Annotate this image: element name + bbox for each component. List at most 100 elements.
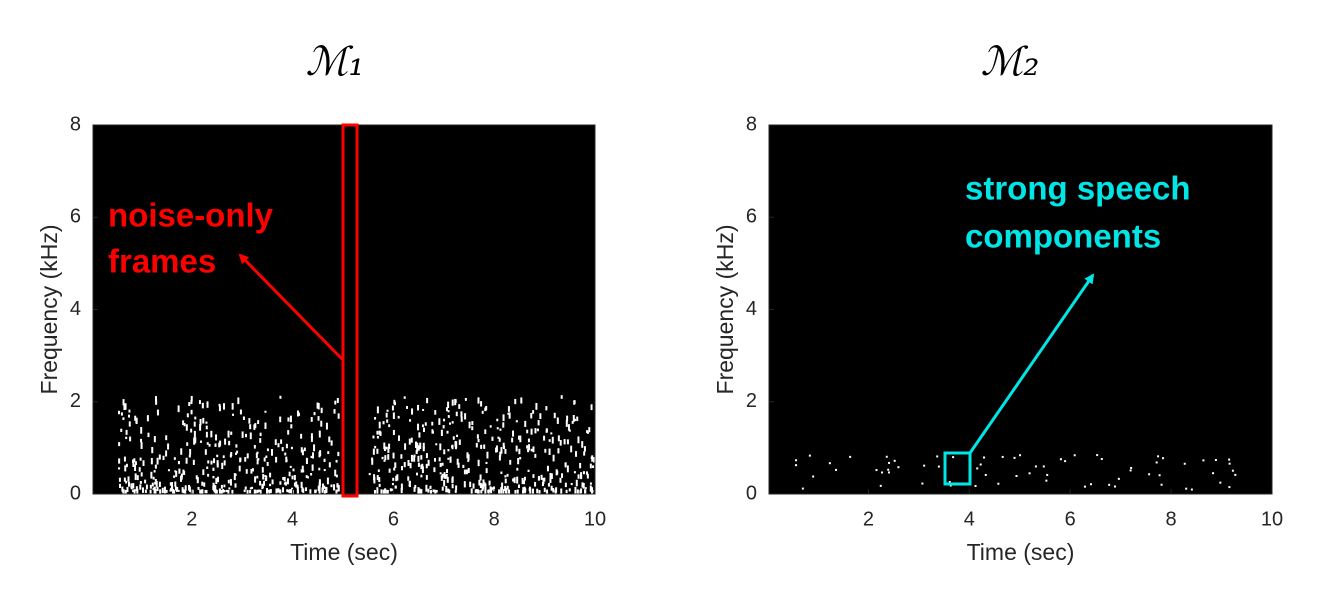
spectrogram-speckle (248, 418, 251, 424)
spectrogram-speckle (534, 481, 537, 487)
y-tick-label: 4 (70, 298, 81, 320)
spectrogram-speckle (409, 419, 412, 422)
spectrogram-speckle (378, 477, 381, 483)
spectrogram-speckle (590, 404, 593, 411)
y-tick-label: 6 (746, 206, 757, 228)
spectrogram-speckle (215, 477, 218, 485)
spectrogram-speckle (384, 489, 387, 495)
spectrogram-speckle (506, 473, 509, 477)
spectrogram-speckle (425, 453, 428, 459)
spectrogram-speckle (134, 461, 137, 466)
spectrogram-speckle (1212, 472, 1215, 475)
spectrogram-speckle (523, 480, 526, 485)
spectrogram-speckle (441, 486, 444, 491)
spectrogram-speckle (303, 447, 306, 452)
spectrogram-speckle (389, 488, 392, 492)
spectrogram-speckle (410, 454, 413, 462)
spectrogram-speckle (151, 482, 154, 487)
spectrogram-speckle (575, 451, 578, 457)
spectrogram-speckle (454, 489, 457, 493)
spectrogram-speckle (571, 420, 574, 424)
spectrogram-speckle (439, 443, 442, 451)
spectrogram-speckle (236, 450, 239, 454)
spectrogram-speckle (532, 446, 535, 453)
spectrogram-speckle (488, 480, 491, 486)
spectrogram-speckle (183, 423, 186, 427)
spectrogram-speckle (336, 483, 339, 488)
highlight-box (341, 123, 359, 498)
spectrogram-speckle (393, 399, 396, 405)
spectrogram-speckle (270, 449, 273, 456)
spectrogram-speckle (506, 485, 509, 490)
spectrogram-speckle (223, 460, 226, 466)
spectrogram-speckle (130, 486, 133, 490)
spectrogram-speckle (234, 473, 237, 477)
spectrogram-speckle (435, 489, 438, 493)
spectrogram-speckle (140, 438, 143, 443)
spectrogram-speckle (228, 440, 231, 446)
spectrogram-speckle (374, 417, 377, 420)
spectrogram-speckle (263, 457, 266, 462)
spectrogram-speckle (421, 424, 424, 428)
spectrogram-speckle (138, 467, 141, 472)
spectrogram-speckle (335, 489, 338, 496)
spectrogram-speckle (289, 415, 292, 423)
spectrogram-speckle (237, 397, 240, 405)
x-tick-label: 2 (186, 508, 197, 530)
spectrogram-speckle (287, 430, 290, 435)
spectrogram-speckle (443, 418, 446, 422)
spectrogram-speckle (472, 483, 475, 489)
spectrogram-speckle (484, 489, 487, 495)
x-axis-label: Time (sec) (967, 539, 1075, 565)
spectrogram-speckle (132, 483, 135, 489)
spectrogram-speckle (477, 459, 480, 467)
spectrogram-speckle (155, 399, 158, 405)
spectrogram-speckle (471, 426, 474, 431)
spectrogram-speckle (546, 489, 549, 495)
spectrogram-speckle (177, 460, 180, 465)
spectrogram-speckle (317, 403, 320, 410)
spectrogram-speckle (133, 489, 136, 496)
spectrogram-speckle (429, 485, 432, 489)
spectrogram-speckle (384, 455, 387, 461)
plot-area (769, 125, 1272, 494)
x-tick-label: 8 (1166, 508, 1177, 530)
spectrogram-speckle (129, 436, 132, 442)
spectrogram-speckle (474, 489, 477, 493)
spectrogram-speckle (182, 489, 185, 494)
spectrogram-speckle (245, 469, 248, 474)
spectrogram-speckle (499, 428, 502, 431)
spectrogram-speckle (239, 409, 242, 415)
spectrogram-speckle (191, 489, 194, 495)
spectrogram-speckle (448, 489, 451, 494)
spectrogram-speckle (795, 459, 798, 462)
spectrogram-speckle (504, 478, 507, 484)
spectrogram-speckle (592, 465, 595, 469)
spectrogram-speckle (574, 486, 577, 494)
spectrogram-speckle (277, 443, 280, 448)
spectrogram-speckle (301, 449, 304, 456)
spectrogram-speckle (195, 475, 198, 480)
spectrogram-speckle (565, 489, 568, 494)
spectrogram-speckle (451, 476, 454, 483)
spectrogram-speckle (452, 436, 455, 440)
spectrogram-speckle (425, 484, 428, 492)
spectrogram-speckle (431, 429, 434, 434)
spectrogram-speckle (181, 473, 184, 478)
spectrogram-speckle (227, 430, 230, 438)
spectrogram-speckle (462, 464, 465, 469)
spectrogram-speckle (577, 436, 580, 444)
spectrogram-speckle (165, 450, 168, 457)
spectrogram-speckle (447, 488, 450, 493)
spectrogram-speckle (413, 454, 416, 458)
spectrogram-speckle (165, 435, 168, 441)
spectrogram-speckle (422, 442, 425, 449)
spectrogram-speckle (206, 442, 209, 445)
spectrogram-speckle (478, 479, 481, 486)
y-axis-label: Frequency (kHz) (36, 225, 62, 395)
spectrogram-speckle (589, 482, 592, 485)
spectrogram-speckle (454, 399, 457, 404)
spectrogram-speckle (284, 481, 287, 486)
spectrogram-speckle (408, 480, 411, 484)
spectrogram-speckle (282, 487, 285, 493)
